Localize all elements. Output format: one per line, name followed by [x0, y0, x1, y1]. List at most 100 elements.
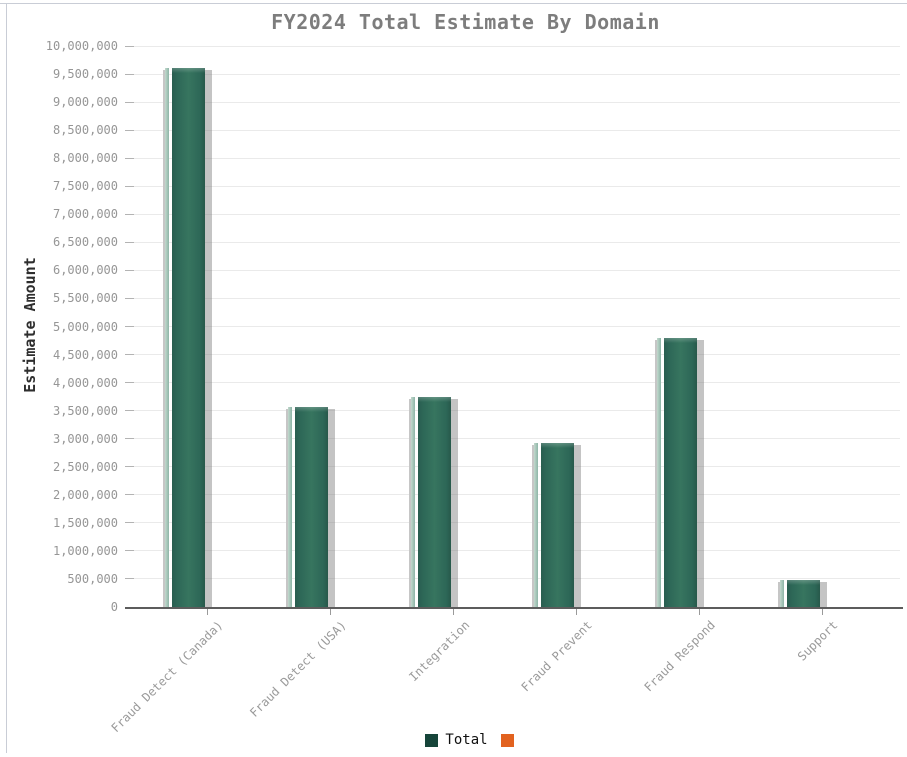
gridline — [125, 410, 900, 412]
y-tick-label: 6,000,000 — [52, 263, 118, 278]
y-tick-label: 1,500,000 — [52, 515, 118, 530]
y-axis-tick — [125, 578, 134, 580]
bar-fraud-respond — [655, 338, 705, 607]
y-tick-label: 6,500,000 — [52, 235, 118, 250]
y-tick-label: 9,500,000 — [52, 67, 118, 82]
bar-body — [172, 68, 205, 607]
x-category-label: Fraud Detect (USA) — [247, 618, 349, 720]
frame-left-border — [6, 3, 7, 753]
x-axis-line — [125, 607, 903, 609]
y-tick-label: 4,000,000 — [52, 375, 118, 390]
gridline — [125, 494, 900, 496]
gridline — [125, 213, 900, 215]
bar-body — [787, 580, 820, 607]
bar-fraud-detect-usa — [286, 407, 336, 607]
legend: Total — [16, 732, 907, 748]
bar-left-sliver — [532, 445, 534, 607]
y-axis-tick — [125, 494, 134, 496]
gridline — [125, 354, 900, 356]
y-tick-label: 5,000,000 — [52, 319, 118, 334]
y-axis-tick — [125, 382, 134, 384]
bar-body — [664, 338, 697, 607]
bar-drop-shadow — [574, 445, 581, 607]
bar-highlight-strip — [534, 443, 538, 607]
y-tick-label: 8,000,000 — [52, 151, 118, 166]
bar-left-sliver — [409, 399, 411, 607]
legend-swatch-total — [425, 733, 439, 747]
y-axis-tick — [125, 157, 134, 159]
bar-fraud-prevent — [532, 443, 582, 607]
bar-highlight-strip — [780, 580, 784, 607]
bar-fraud-detect-canada — [163, 68, 213, 607]
gridline — [125, 326, 900, 327]
x-axis-tick — [453, 609, 454, 615]
y-tick-label: 7,500,000 — [52, 179, 118, 194]
bar-left-sliver — [286, 409, 288, 607]
gridline — [125, 157, 900, 159]
gridline — [125, 101, 900, 103]
chart-title: FY2024 Total Estimate By Domain — [271, 10, 660, 34]
gridline — [125, 466, 900, 468]
y-axis-tick — [125, 410, 134, 412]
bar-highlight-strip — [411, 397, 415, 607]
gridline — [125, 297, 900, 299]
y-tick-label: 5,500,000 — [52, 291, 118, 306]
y-axis-tick — [125, 326, 134, 327]
y-axis-tick — [125, 213, 134, 215]
bar-body — [418, 397, 451, 607]
bar-drop-shadow — [697, 340, 704, 607]
y-axis-tick — [125, 354, 134, 356]
y-axis-tick — [125, 466, 134, 468]
x-axis-tick — [576, 609, 577, 615]
bar-drop-shadow — [328, 409, 335, 607]
y-tick-label: 4,500,000 — [52, 347, 118, 362]
x-axis-tick — [207, 609, 208, 615]
y-tick-label: 3,000,000 — [52, 431, 118, 446]
x-category-label: Fraud Prevent — [518, 618, 595, 695]
bar-integration — [409, 397, 459, 607]
y-axis-tick — [125, 269, 134, 271]
y-axis-tick — [125, 73, 134, 75]
gridline — [125, 269, 900, 271]
bar-left-sliver — [163, 70, 165, 607]
bar-left-sliver — [655, 340, 657, 607]
y-tick-label: 500,000 — [67, 571, 118, 586]
gridline — [125, 438, 900, 440]
y-tick-label: 2,500,000 — [52, 459, 118, 474]
bar-highlight-strip — [165, 68, 169, 607]
bar-drop-shadow — [205, 70, 212, 607]
x-axis-tick — [699, 609, 700, 615]
gridline — [125, 522, 900, 524]
y-tick-label: 3,500,000 — [52, 403, 118, 418]
gridline — [125, 129, 900, 131]
y-tick-label: 1,000,000 — [52, 543, 118, 558]
frame-top-border — [0, 3, 907, 4]
y-axis-tick — [125, 550, 134, 552]
y-axis-tick — [125, 297, 134, 299]
bar-highlight-strip — [657, 338, 661, 607]
bar-drop-shadow — [820, 582, 827, 607]
y-axis-tick — [125, 438, 134, 440]
bar-body — [295, 407, 328, 607]
y-tick-label: 8,500,000 — [52, 123, 118, 138]
y-tick-label: 2,000,000 — [52, 487, 118, 502]
gridline — [125, 73, 900, 75]
legend-swatch-secondary — [500, 733, 514, 747]
bar-body — [541, 443, 574, 607]
gridline — [125, 185, 900, 187]
y-tick-label: 7,000,000 — [52, 207, 118, 222]
gridline — [125, 241, 900, 243]
bar-left-sliver — [778, 582, 780, 607]
bar-drop-shadow — [451, 399, 458, 607]
gridline — [125, 578, 900, 580]
gridline — [125, 382, 900, 384]
x-category-label: Fraud Detect (Canada) — [108, 618, 226, 736]
y-axis-tick — [125, 185, 134, 187]
x-axis-tick — [822, 609, 823, 615]
x-category-label: Integration — [405, 618, 472, 685]
x-category-label: Fraud Respond — [641, 618, 718, 695]
x-category-label: Support — [795, 618, 841, 664]
y-axis-tick — [125, 129, 134, 131]
gridline — [125, 550, 900, 552]
